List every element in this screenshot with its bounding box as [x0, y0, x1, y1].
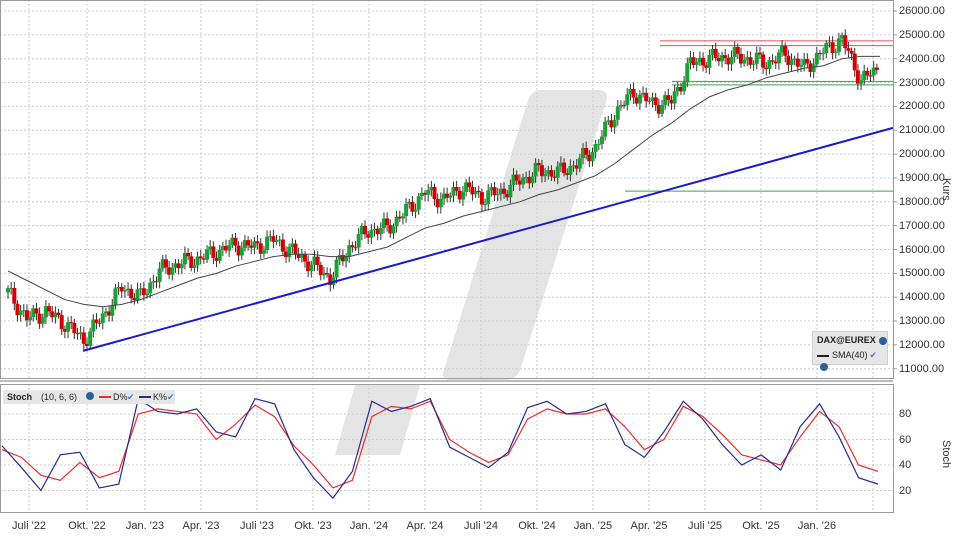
checkmark-icon[interactable]: ✔: [127, 392, 135, 402]
y-tick-label: 24000.00: [899, 52, 945, 65]
y-tick-label: 16000.00: [899, 243, 945, 256]
y-tick-label: 25000.00: [899, 28, 945, 41]
y-tick-label: 13000.00: [899, 315, 945, 328]
stoch-params: (10, 6, 6): [41, 392, 78, 402]
stoch-legend: Stoch (10, 6, 6) D% ✔ K% ✔: [3, 390, 175, 404]
y-tick-label: 21000.00: [899, 124, 945, 137]
stoch-panel-frame: [0, 384, 894, 513]
x-tick-label: Juli '23: [240, 520, 274, 532]
y-tick-label: 11000.00: [899, 362, 945, 375]
x-tick-label: Apr. '24: [406, 520, 444, 532]
globe-icon[interactable]: [878, 336, 887, 345]
x-tick-label: Jan. '26: [797, 520, 837, 532]
watermark-logo-lower: [335, 385, 420, 455]
y-tick-label: 22000.00: [899, 100, 945, 113]
checkmark-icon[interactable]: ✔: [167, 392, 175, 402]
globe-icon[interactable]: [820, 362, 828, 371]
stoch-label: Stoch: [7, 392, 33, 402]
x-tick-label: Okt. '25: [742, 520, 780, 532]
trendline: [82, 126, 894, 352]
x-tick-label: Apr. '25: [630, 520, 668, 532]
x-tick-label: Apr. '23: [182, 520, 220, 532]
x-tick-label: Okt. '24: [518, 520, 556, 532]
main-legend: DAX@EUREX SMA(40) ✔: [812, 331, 888, 371]
k-label: K%: [153, 392, 168, 402]
kurs-axis-title: Kurs: [940, 178, 952, 201]
stoch-k-line: [1, 397, 879, 500]
x-tick-label: Okt. '23: [294, 520, 332, 532]
y-tick-label: 17000.00: [899, 219, 945, 232]
d-line-swatch: [99, 396, 111, 398]
stoch-tick-label: 20: [899, 484, 912, 497]
sma-label: SMA(40): [832, 350, 868, 360]
y-tick-label: 15000.00: [899, 267, 945, 280]
y-tick-label: 19000.00: [899, 171, 945, 184]
sma40-line: [7, 55, 880, 308]
instrument-label: DAX@EUREX: [817, 335, 876, 345]
grid: [0, 0, 897, 513]
y-tick-label: 26000.00: [899, 5, 945, 17]
y-tick-label: 23000.00: [899, 76, 945, 89]
stoch-tick-label: 60: [899, 433, 912, 446]
stoch-axis-title: Stoch: [940, 440, 952, 469]
watermark-logo: [442, 90, 607, 380]
main-panel-frame: [0, 0, 894, 379]
x-tick-label: Juli '22: [12, 520, 46, 532]
x-tick-label: Okt. '22: [68, 520, 106, 532]
x-tick-label: Juli '25: [688, 520, 722, 532]
d-label: D%: [113, 392, 128, 402]
y-tick-label: 20000.00: [899, 148, 945, 161]
y-tick-label: 12000.00: [899, 338, 945, 351]
stoch-d-line: [1, 400, 879, 489]
candlestick-series: [6, 29, 879, 352]
k-line-swatch: [139, 396, 151, 398]
x-tick-label: Jan. '23: [125, 520, 165, 532]
checkmark-icon[interactable]: ✔: [869, 350, 878, 360]
stoch-tick-label: 80: [899, 408, 912, 420]
y-tick-label: 14000.00: [899, 291, 945, 304]
y-tick-label: 18000.00: [899, 195, 945, 208]
x-tick-label: Juli '24: [464, 520, 498, 532]
globe-icon[interactable]: [86, 392, 94, 400]
stoch-tick-label: 40: [899, 459, 912, 471]
x-tick-label: Jan. '24: [349, 520, 389, 532]
sma-line-swatch: [817, 354, 829, 357]
x-tick-label: Jan. '25: [573, 520, 613, 532]
